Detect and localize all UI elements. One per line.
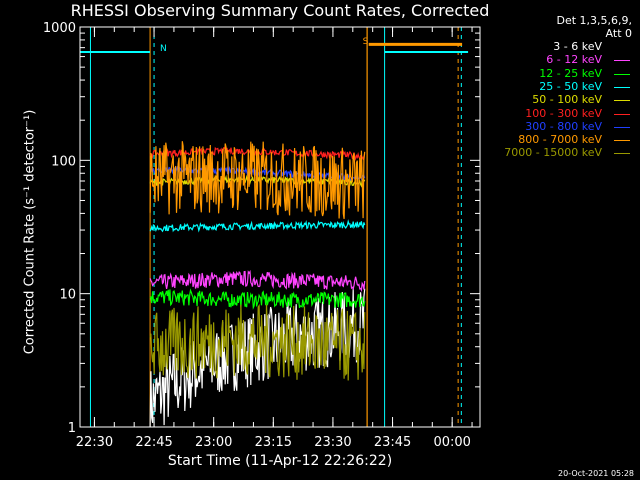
legend-swatch [614,47,630,49]
legend-entry: 12 - 25 keV [539,66,602,80]
x-tick-label: 00:00 [433,435,470,450]
series-line [149,288,366,428]
annotation-label: S [363,37,369,47]
legend-entry: 7000 - 15000 keV [504,146,602,160]
timestamp: 20-Oct-2021 05:28 [558,469,634,478]
chart-title: RHESSI Observing Summary Count Rates, Co… [70,1,490,20]
x-tick-label: 23:00 [195,435,232,450]
legend-swatch [614,100,630,102]
x-axis-label: Start Time (11-Apr-12 22:26:22) [167,453,393,469]
series-line [149,146,366,161]
x-tick-label: 23:30 [314,435,351,450]
legend-entry: 6 - 12 keV [546,53,602,67]
series-line [149,269,366,293]
legend-swatch [614,113,630,115]
x-tick-label: 22:30 [76,435,113,450]
legend-swatch [614,60,630,62]
legend-swatch [614,126,630,128]
y-tick-label: 100 [51,154,76,169]
x-axis: 22:30 22:45 23:00 23:15 23:30 23:45 00:00 [76,27,473,450]
legend-entry: 25 - 50 keV [539,79,602,93]
legend-entry: 50 - 100 keV [532,93,602,107]
y-tick-label: 1000 [43,21,76,36]
y-axis-label: Corrected Count Rate (s⁻¹ detector⁻¹) [22,109,38,355]
legend-swatch [614,140,630,142]
x-tick-label: 22:45 [135,435,172,450]
series-line [149,303,366,381]
x-tick-label: 23:45 [374,435,411,450]
legend-swatch [614,153,630,155]
legend-entry: 800 - 7000 keV [518,133,602,147]
legend-swatch [614,86,630,88]
annotation-label: N [160,44,167,54]
plot-frame [79,26,481,428]
legend-swatch [614,73,630,75]
series-line [149,141,366,219]
series-line [149,219,366,233]
detector-header-line2: Att 0 [605,27,632,40]
y-axis: 1 10 100 1000 [43,21,480,436]
legend-entry: 3 - 6 keV [553,40,602,53]
y-tick-label: 1 [68,421,76,436]
x-tick-label: 23:15 [255,435,292,450]
y-tick-label: 10 [59,288,76,303]
series-line [149,288,366,310]
legend-entry: 100 - 300 keV [525,106,602,120]
legend-entry: 300 - 800 keV [525,119,602,133]
detector-header-line1: Det 1,3,5,6,9, [556,14,632,27]
